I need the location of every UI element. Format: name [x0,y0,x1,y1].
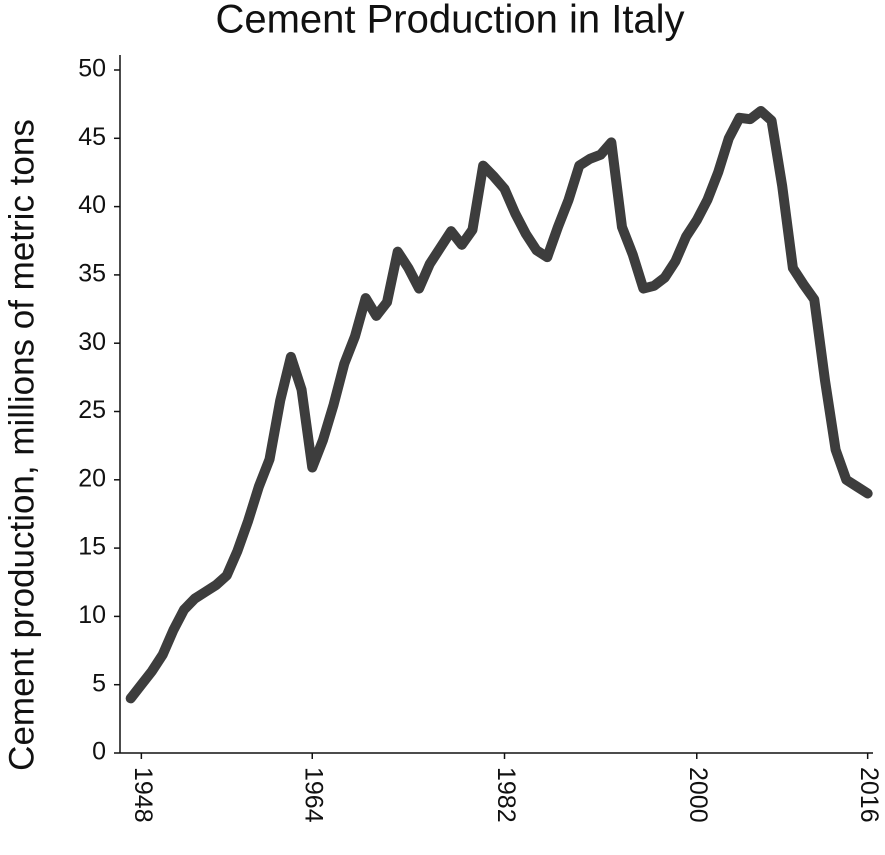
y-tick-label: 5 [92,669,106,697]
y-tick-label: 15 [78,533,106,561]
y-tick-label: 40 [78,191,106,219]
y-axis-label: Cement production, millions of metric to… [2,119,41,771]
y-tick-label: 30 [78,328,106,356]
y-tick-label: 35 [78,260,106,288]
x-tick-label: 1982 [492,767,520,823]
data-line [125,105,873,704]
y-tick-label: 45 [78,123,106,151]
chart-title: Cement Production in Italy [215,0,684,42]
y-tick-label: 50 [78,55,106,83]
x-tick-label: 2016 [855,767,883,823]
y-tick-label: 10 [78,601,106,629]
x-tick-label: 2000 [684,767,712,823]
x-tick-label: 1964 [300,767,328,823]
y-tick-label: 0 [92,738,106,766]
x-tick-label: 1948 [129,767,157,823]
y-tick-label: 20 [78,464,106,492]
y-tick-label: 25 [78,396,106,424]
